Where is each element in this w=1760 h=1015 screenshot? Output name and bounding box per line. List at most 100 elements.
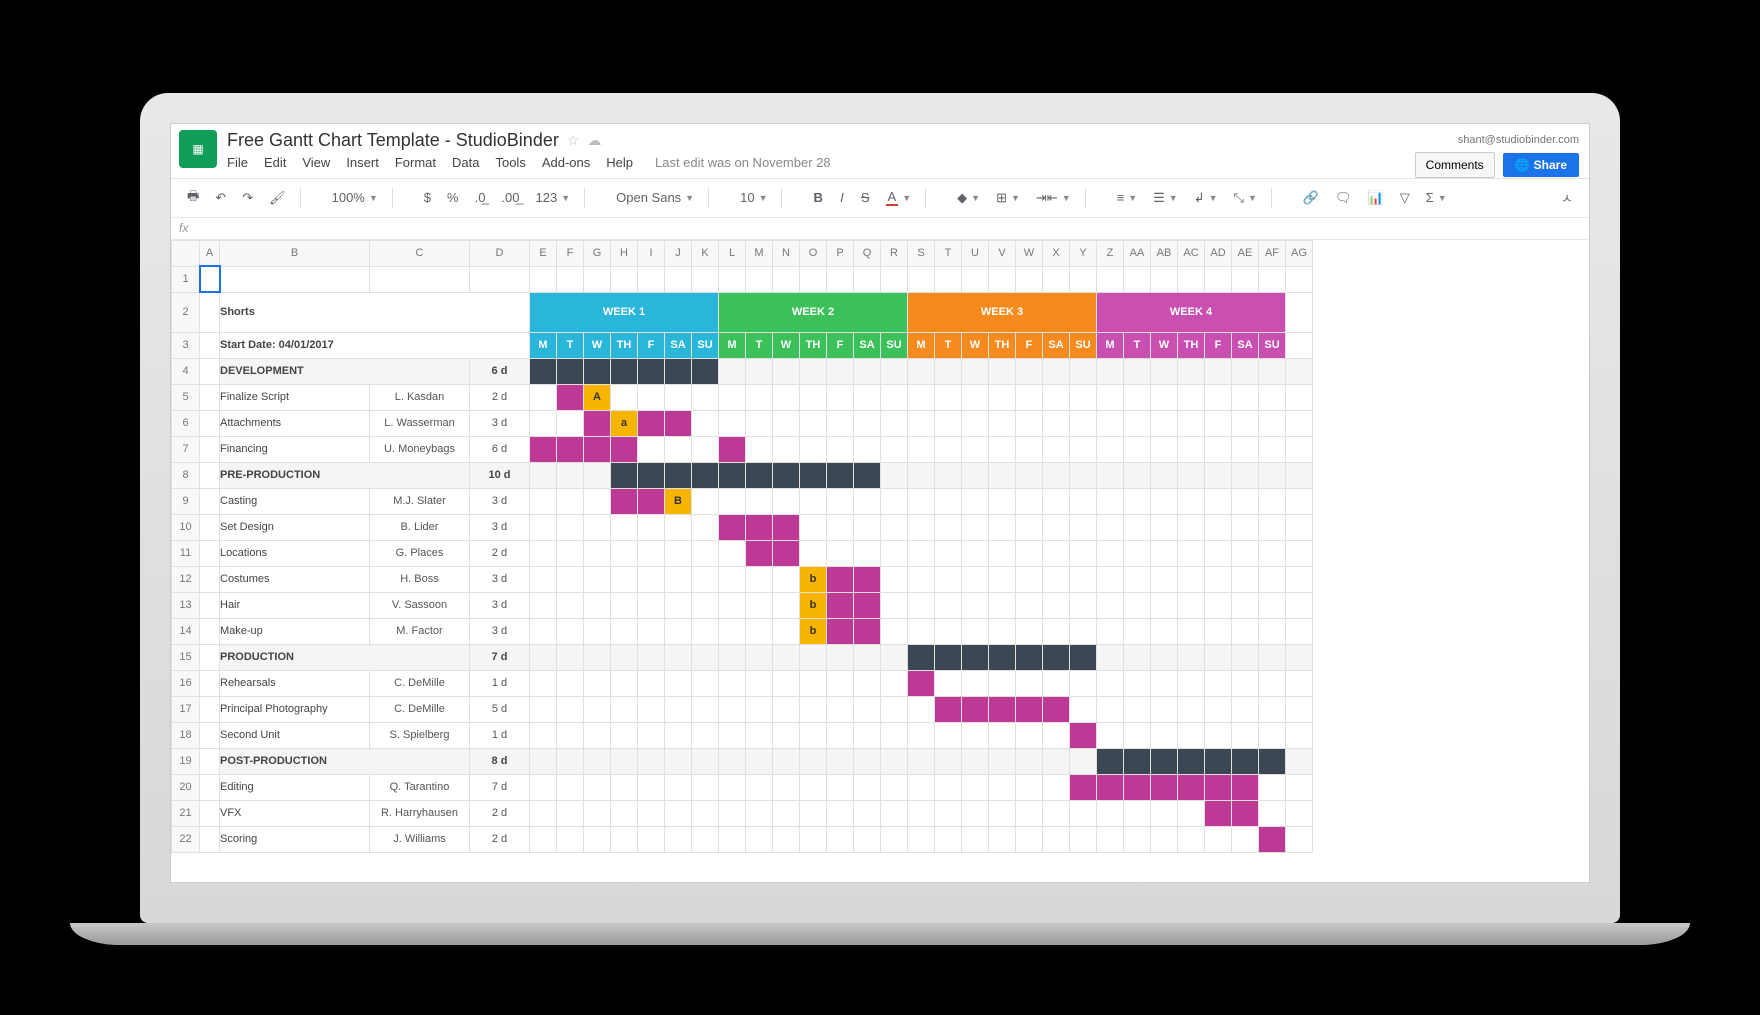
- gantt-cell[interactable]: [1259, 410, 1286, 436]
- gantt-cell[interactable]: [1124, 826, 1151, 852]
- gantt-cell[interactable]: [611, 540, 638, 566]
- gantt-cell[interactable]: [854, 800, 881, 826]
- gantt-bar-cell[interactable]: [1232, 800, 1259, 826]
- gantt-cell[interactable]: [773, 436, 800, 462]
- task-person[interactable]: S. Spielberg: [370, 722, 470, 748]
- gantt-cell[interactable]: [1259, 488, 1286, 514]
- row-header-3[interactable]: 3: [172, 332, 200, 358]
- day-header[interactable]: TH: [611, 332, 638, 358]
- task-person[interactable]: B. Lider: [370, 514, 470, 540]
- gantt-cell[interactable]: [908, 774, 935, 800]
- gantt-cell[interactable]: [1097, 488, 1124, 514]
- gantt-cell[interactable]: [1232, 566, 1259, 592]
- gantt-cell[interactable]: [881, 826, 908, 852]
- task-person[interactable]: C. DeMille: [370, 696, 470, 722]
- row-header-19[interactable]: 19: [172, 748, 200, 774]
- row-header-15[interactable]: 15: [172, 644, 200, 670]
- gantt-cell[interactable]: [962, 462, 989, 488]
- gantt-cell[interactable]: [881, 488, 908, 514]
- task-duration[interactable]: 3 d: [470, 618, 530, 644]
- gantt-cell[interactable]: [584, 696, 611, 722]
- menu-add-ons[interactable]: Add-ons: [542, 155, 590, 170]
- gantt-cell[interactable]: [881, 358, 908, 384]
- gantt-bar-cell[interactable]: [854, 566, 881, 592]
- day-header[interactable]: SU: [881, 332, 908, 358]
- gantt-cell[interactable]: [827, 748, 854, 774]
- fill-color-icon[interactable]: ◆ ▼: [951, 186, 986, 210]
- row-header-5[interactable]: 5: [172, 384, 200, 410]
- gantt-cell[interactable]: [719, 566, 746, 592]
- gantt-cell[interactable]: [1070, 514, 1097, 540]
- gantt-cell[interactable]: [746, 358, 773, 384]
- gantt-cell[interactable]: [1070, 618, 1097, 644]
- gantt-cell[interactable]: [530, 566, 557, 592]
- gantt-cell[interactable]: [881, 410, 908, 436]
- gantt-cell[interactable]: [719, 826, 746, 852]
- gantt-cell[interactable]: [1178, 592, 1205, 618]
- gantt-cell[interactable]: [530, 670, 557, 696]
- day-header[interactable]: M: [908, 332, 935, 358]
- row-header-7[interactable]: 7: [172, 436, 200, 462]
- gantt-cell[interactable]: [854, 644, 881, 670]
- gantt-bar-cell[interactable]: [1232, 774, 1259, 800]
- gantt-cell[interactable]: [1151, 540, 1178, 566]
- task-name[interactable]: Make-up: [220, 618, 370, 644]
- gantt-cell[interactable]: [746, 670, 773, 696]
- gantt-cell[interactable]: [1070, 670, 1097, 696]
- gantt-cell[interactable]: [989, 566, 1016, 592]
- gantt-cell[interactable]: [557, 566, 584, 592]
- row-header-9[interactable]: 9: [172, 488, 200, 514]
- sheets-icon[interactable]: ▦: [179, 130, 217, 168]
- gantt-bar-cell[interactable]: [1259, 826, 1286, 852]
- gantt-cell[interactable]: [665, 618, 692, 644]
- col-header-A[interactable]: A: [200, 240, 220, 266]
- valign-icon[interactable]: ☰ ▼: [1147, 186, 1184, 210]
- gantt-cell[interactable]: [1124, 670, 1151, 696]
- gantt-cell[interactable]: [1205, 462, 1232, 488]
- gantt-cell[interactable]: [584, 540, 611, 566]
- gantt-cell[interactable]: [1097, 696, 1124, 722]
- gantt-cell[interactable]: [962, 826, 989, 852]
- gantt-cell[interactable]: [746, 618, 773, 644]
- gantt-cell[interactable]: [1178, 358, 1205, 384]
- gantt-cell[interactable]: [1016, 566, 1043, 592]
- zoom-combo[interactable]: 100%▼: [326, 186, 384, 209]
- gantt-cell[interactable]: [800, 540, 827, 566]
- gantt-cell[interactable]: [1043, 384, 1070, 410]
- task-duration[interactable]: 3 d: [470, 488, 530, 514]
- gantt-cell[interactable]: [584, 592, 611, 618]
- gantt-cell[interactable]: [935, 670, 962, 696]
- col-header-G[interactable]: G: [584, 240, 611, 266]
- day-header[interactable]: W: [773, 332, 800, 358]
- gantt-cell[interactable]: [1232, 514, 1259, 540]
- gantt-cell[interactable]: [665, 540, 692, 566]
- day-header[interactable]: T: [746, 332, 773, 358]
- gantt-bar-cell[interactable]: [962, 696, 989, 722]
- gantt-cell[interactable]: [1205, 592, 1232, 618]
- gantt-cell[interactable]: [1232, 540, 1259, 566]
- gantt-cell[interactable]: [854, 540, 881, 566]
- gantt-cell[interactable]: [854, 774, 881, 800]
- cloud-icon[interactable]: ☁: [587, 132, 601, 149]
- gantt-cell[interactable]: [1232, 410, 1259, 436]
- gantt-cell[interactable]: [530, 748, 557, 774]
- gantt-cell[interactable]: [638, 436, 665, 462]
- gantt-cell[interactable]: [962, 540, 989, 566]
- gantt-cell[interactable]: [773, 696, 800, 722]
- gantt-cell[interactable]: [557, 462, 584, 488]
- gantt-cell[interactable]: [1259, 696, 1286, 722]
- col-header-V[interactable]: V: [989, 240, 1016, 266]
- gantt-bar-cell[interactable]: [719, 436, 746, 462]
- gantt-cell[interactable]: [665, 358, 692, 384]
- gantt-cell[interactable]: [665, 436, 692, 462]
- gantt-cell[interactable]: [719, 748, 746, 774]
- task-person[interactable]: L. Wasserman: [370, 410, 470, 436]
- gantt-cell[interactable]: [1097, 436, 1124, 462]
- gantt-cell[interactable]: [611, 358, 638, 384]
- gantt-cell[interactable]: [719, 644, 746, 670]
- gantt-bar-cell[interactable]: a: [611, 410, 638, 436]
- gantt-cell[interactable]: [1259, 774, 1286, 800]
- gantt-cell[interactable]: [719, 488, 746, 514]
- gantt-bar-cell[interactable]: [638, 488, 665, 514]
- gantt-cell[interactable]: [881, 592, 908, 618]
